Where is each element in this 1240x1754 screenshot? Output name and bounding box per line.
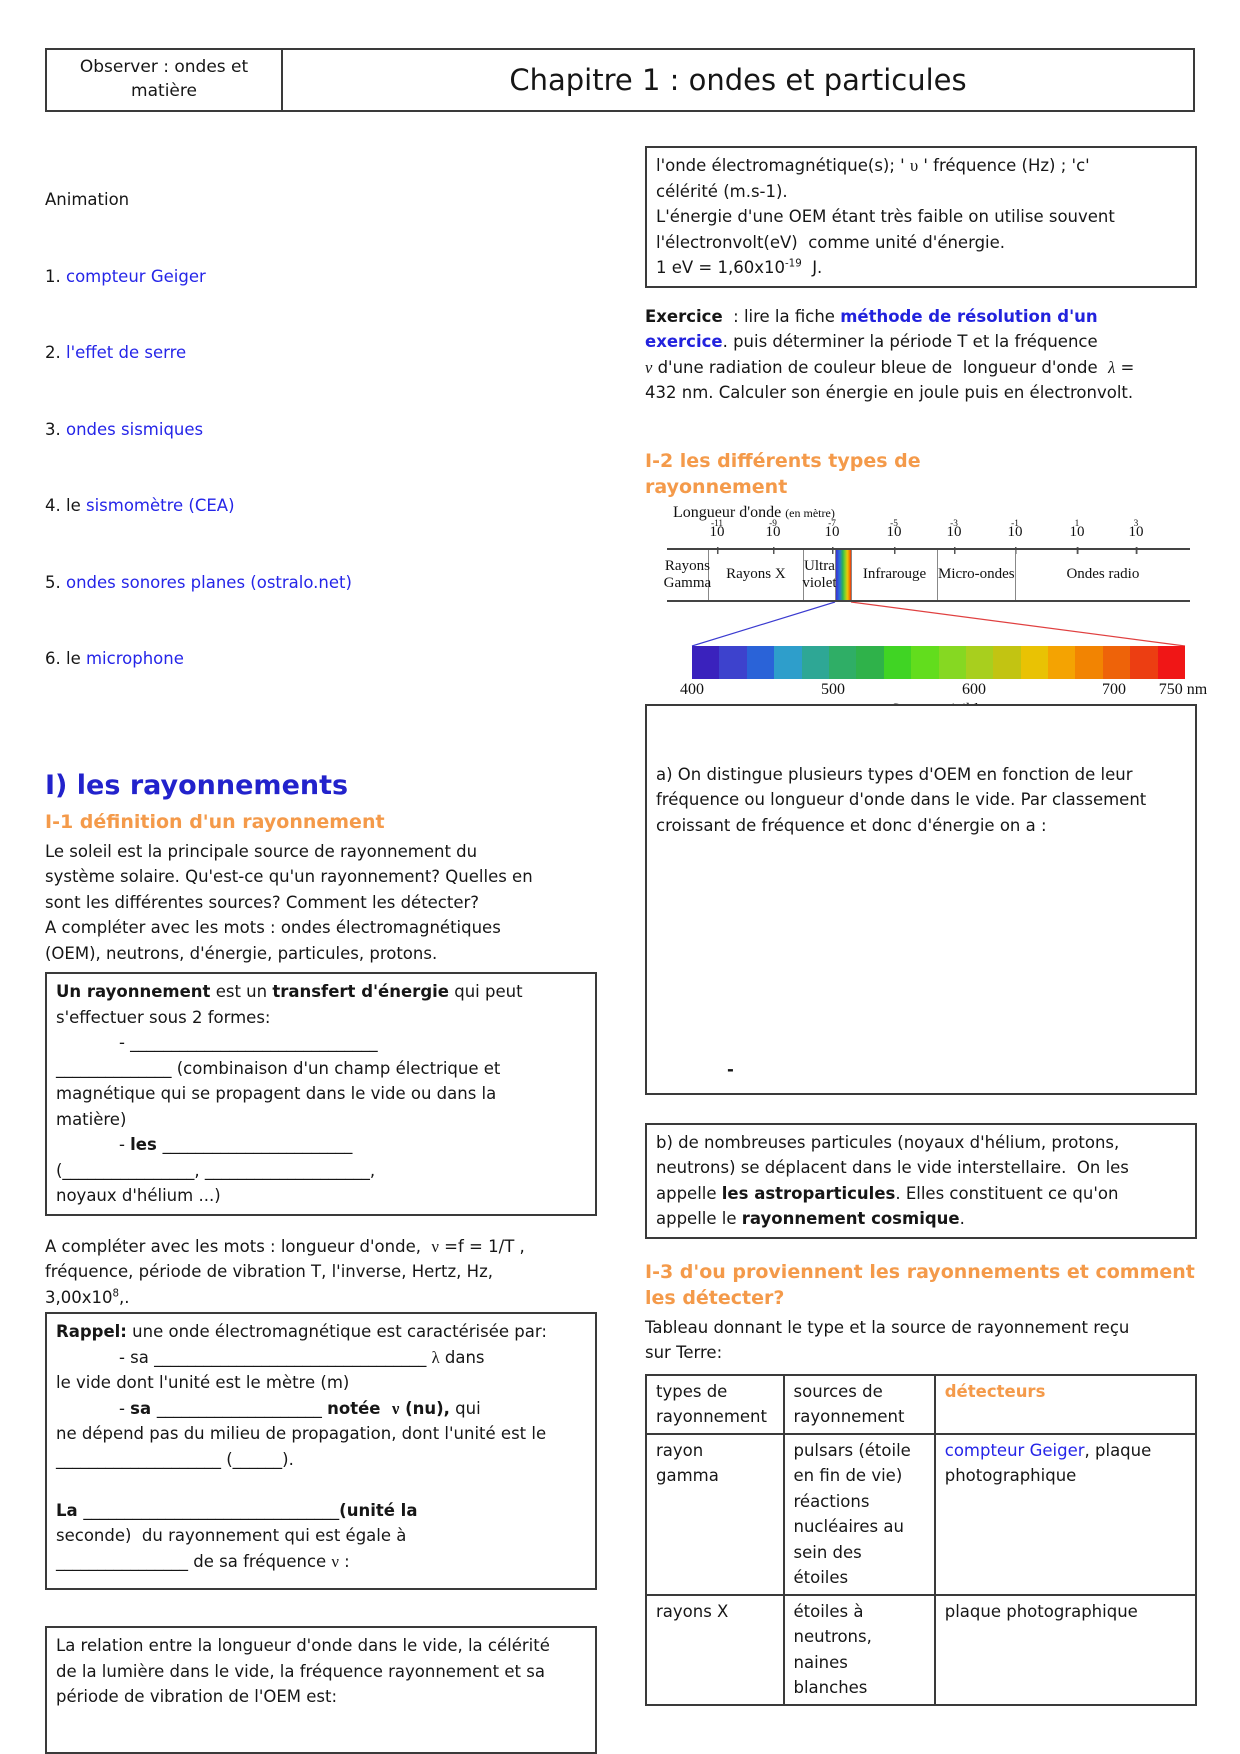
completer-paragraph: A compléter avec les mots : longueur d'o…	[45, 1236, 525, 1307]
header-theme: Observer : ondes et matière	[47, 50, 283, 110]
animation-item-5[interactable]: 5. ondes sonores planes (ostralo.net)	[45, 572, 352, 592]
animation-link-microphone[interactable]: microphone	[85, 649, 184, 668]
relation-box: La relation entre la longueur d'onde dan…	[45, 1626, 597, 1754]
cell-type-x: rayons X	[645, 1593, 785, 1706]
animation-item-4[interactable]: 4. le sismomètre (CEA)	[45, 496, 235, 515]
table-header-row: types de rayonnement sources de rayonnem…	[645, 1373, 1198, 1435]
table-intro: Tableau donnant le type et la source de …	[645, 1317, 1130, 1363]
page-title: Chapitre 1 : ondes et particules	[509, 63, 967, 97]
subsection-heading-I1: I-1 définition d'un rayonnement	[45, 810, 385, 833]
spectrum-color-block	[938, 645, 966, 679]
spectrum-color-block	[828, 645, 857, 679]
spectrum-color-block	[1157, 645, 1186, 679]
spectrum-color-block	[774, 645, 802, 679]
spectrum-color-block	[1130, 645, 1158, 679]
spectrum-color-block	[801, 645, 829, 679]
header-detecteurs: détecteurs	[933, 1373, 1198, 1435]
rappel-box: Rappel: une onde électromagnétique est c…	[45, 1312, 597, 1590]
animation-link-ondes-sismiques[interactable]: ondes sismiques	[66, 419, 204, 439]
methode-resolution-link[interactable]: méthode de résolution d'un exercice	[645, 306, 1098, 352]
left-column: Animation 1. compteur Geiger 2. l'effet …	[45, 128, 597, 1754]
cell-source-gamma: pulsars (étoile en fin de vie) réactions…	[782, 1432, 936, 1596]
animation-item-3[interactable]: 3. ondes sismiques	[45, 419, 204, 439]
spectrum-color-block	[1075, 645, 1103, 679]
spectrum-color-block	[911, 645, 939, 679]
rayonnement-table: types de rayonnement sources de rayonnem…	[645, 1373, 1198, 1706]
animation-link-sismometre[interactable]: sismomètre (CEA)	[85, 496, 235, 515]
header-types: types de rayonnement	[645, 1373, 785, 1435]
cell-source-x: étoiles à neutrons, naines blanches	[782, 1593, 936, 1706]
band-rayons-gamma: Rayons Gamma	[664, 549, 711, 600]
spectrum-color-block	[746, 645, 775, 679]
classement-oem-box: a) On distingue plusieurs types d'OEM en…	[645, 703, 1197, 1095]
wavelength-scale: 10 -11 10 -9 10 -7 10 -5 10 -3 10 -1 10 1 10 3	[709, 518, 1144, 554]
spectrum-color-block	[965, 645, 994, 679]
visible-ticks: 400 500 600 700 750 nm	[645, 680, 1207, 699]
cell-detect-gamma: compteur Geiger, plaque photographique	[933, 1432, 1198, 1596]
tick-700: 700	[1102, 680, 1126, 698]
tick-750nm: 750 nm	[1158, 680, 1208, 698]
spectrum-color-block	[719, 645, 747, 679]
spectrum-color-block	[1048, 645, 1076, 679]
header-sources: sources de rayonnement	[782, 1373, 936, 1435]
definition-rayonnement-box: Un rayonnement est un transfert d'énergi…	[45, 972, 597, 1216]
table-row: rayons X étoiles à neutrons, naines blan…	[645, 1593, 1198, 1706]
header-table: Observer : ondes et matière Chapitre 1 :…	[45, 48, 1195, 112]
oem-energy-box: l'onde électromagnétique(s); ' υ ' fréqu…	[645, 146, 1197, 288]
animation-link-compteur-geiger[interactable]: compteur Geiger	[66, 266, 206, 286]
visible-strip	[835, 549, 853, 600]
em-bands-row: Rayons Gamma Rayons X Ultra violet Infra…	[664, 547, 1190, 602]
intro-paragraph: Le soleil est la principale source de ra…	[45, 841, 533, 963]
subsection-heading-I2: I-2 les différents types de rayonnement	[645, 449, 921, 498]
band-micro-ondes: Micro-ondes	[938, 549, 1016, 600]
animation-item-6[interactable]: 6. le microphone	[45, 649, 184, 668]
tick-500: 500	[821, 680, 845, 698]
compteur-geiger-link[interactable]: compteur Geiger	[944, 1440, 1085, 1460]
em-spectrum-figure: Longueur d'onde (en mètre) 10 -11 10 -9 10…	[645, 503, 1208, 718]
subsection-heading-I3: I-3 d'ou proviennent les rayonnements et…	[645, 1260, 1195, 1309]
visible-spectrum-bar	[692, 645, 1186, 679]
wavelength-axis-label: Longueur d'onde (en mètre)	[673, 503, 835, 521]
spectrum-color-block	[883, 645, 912, 679]
band-ultraviolet: Ultra violet	[802, 549, 837, 600]
animation-link-ondes-sonores[interactable]: ondes sonores planes (ostralo.net)	[66, 572, 352, 592]
animation-item-2[interactable]: 2. l'effet de serre	[45, 343, 187, 362]
spectrum-color-block	[856, 645, 884, 679]
tick-400: 400	[680, 680, 704, 698]
cell-detect-x: plaque photographique	[933, 1593, 1198, 1706]
spectrum-color-block	[1020, 645, 1049, 679]
table-row: rayon gamma pulsars (étoile en fin de vi…	[645, 1432, 1198, 1596]
classement-text: a) On distingue plusieurs types d'OEM en…	[656, 764, 1147, 835]
band-ondes-radio: Ondes radio	[1066, 566, 1140, 583]
answer-dash: -	[727, 1060, 734, 1079]
spectrum-color-block	[993, 645, 1021, 679]
right-column: l'onde électromagnétique(s); ' υ ' fréqu…	[645, 128, 1208, 1706]
band-infrarouge: Infrarouge	[852, 549, 938, 600]
tick-600: 600	[962, 680, 986, 698]
spectrum-color-block	[692, 645, 720, 679]
cell-type-gamma: rayon gamma	[645, 1432, 785, 1596]
spectrum-color-block	[1102, 645, 1131, 679]
animation-item-1[interactable]: 1. compteur Geiger	[45, 266, 206, 286]
animation-list: Animation 1. compteur Geiger 2. l'effet …	[45, 136, 597, 723]
animation-link-effet-de-serre[interactable]: l'effet de serre	[66, 343, 187, 362]
section-heading-I: I) les rayonnements	[45, 769, 349, 801]
astroparticules-box: b) de nombreuses particules (noyaux d'hé…	[645, 1122, 1197, 1239]
band-rayons-x: Rayons X	[709, 549, 804, 600]
exercice-paragraph: Exercice : lire la fiche méthode de réso…	[645, 306, 1135, 403]
animation-title: Animation	[45, 190, 130, 209]
zoom-fan-lines	[691, 601, 1186, 646]
